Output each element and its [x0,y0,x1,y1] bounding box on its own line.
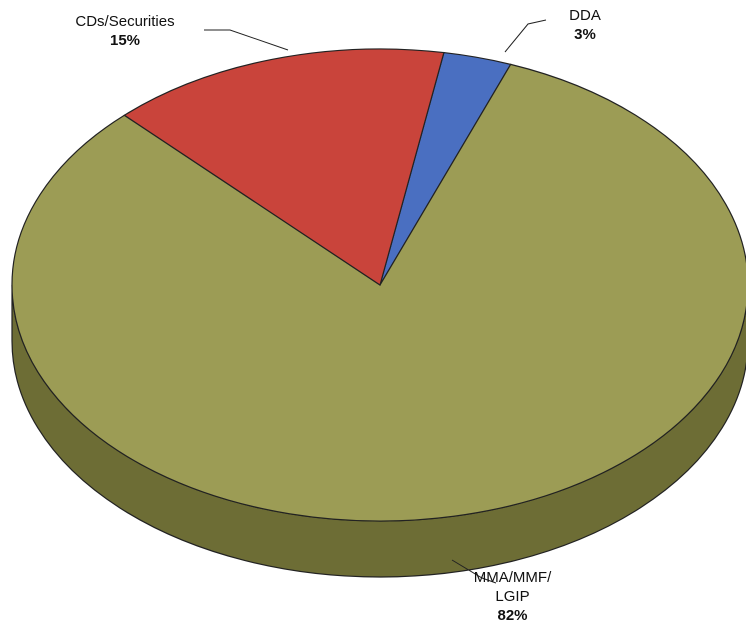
slice-label: CDs/Securities [75,13,175,30]
slice-label: DDA [569,7,601,24]
slice-value-label: 82% [497,607,528,624]
leader-line [204,29,289,51]
leader-line [504,19,547,53]
slice-value-label: 15% [109,32,141,49]
leader-line [451,559,497,584]
slice-label: MMA/MMF/LGIP [473,569,552,605]
slice-value-label: 3% [574,26,596,43]
pie-slice [123,48,445,286]
pie-slice [11,63,746,522]
